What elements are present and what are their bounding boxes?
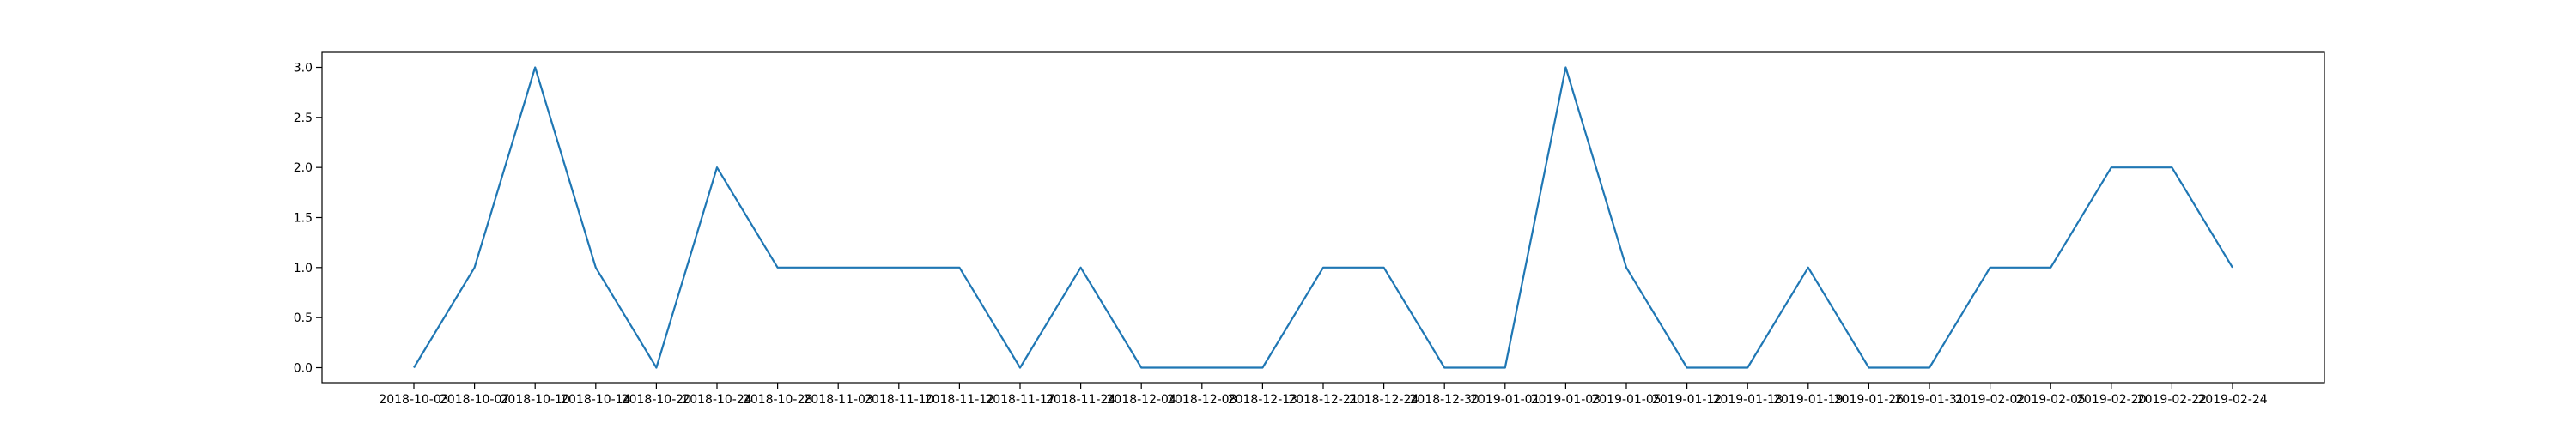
x-tick-label: 2019-02-05 xyxy=(2016,393,2086,407)
y-tick-label: 1.0 xyxy=(294,262,313,275)
y-tick-label: 2.0 xyxy=(294,161,313,175)
y-tick-label: 0.5 xyxy=(294,311,313,325)
x-tick-label: 2019-01-05 xyxy=(1591,393,1661,407)
x-tick-label: 2018-12-24 xyxy=(1349,393,1419,407)
x-tick-label: 2018-10-10 xyxy=(501,393,570,407)
x-tick-label: 2018-12-21 xyxy=(1288,393,1358,407)
x-tick-label: 2018-10-07 xyxy=(440,393,509,407)
x-tick-label: 2019-01-19 xyxy=(1773,393,1843,407)
x-tick-label: 2018-11-03 xyxy=(804,393,873,407)
x-tick-label: 2018-12-04 xyxy=(1107,393,1176,407)
x-tick-label: 2018-12-08 xyxy=(1167,393,1236,407)
x-tick-label: 2019-01-12 xyxy=(1652,393,1722,407)
x-tick-label: 2018-11-24 xyxy=(1046,393,1115,407)
x-tick-label: 2019-02-20 xyxy=(2076,393,2146,407)
x-tick-label: 2019-01-26 xyxy=(1834,393,1904,407)
x-tick-label: 2019-02-02 xyxy=(1955,393,2025,407)
x-tick-label: 2019-01-01 xyxy=(1470,393,1540,407)
y-tick-label: 2.5 xyxy=(294,112,313,125)
y-tick-label: 3.0 xyxy=(294,62,313,76)
x-tick-label: 2018-12-13 xyxy=(1228,393,1297,407)
x-tick-label: 2018-11-12 xyxy=(925,393,994,407)
y-axis: 0.0 0.5 1.0 1.5 2.0 2.5 3.0 xyxy=(294,62,322,376)
x-tick-label: 2019-02-22 xyxy=(2137,393,2207,407)
x-tick-label: 2018-11-10 xyxy=(864,393,933,407)
x-tick-label: 2019-01-31 xyxy=(1894,393,1964,407)
x-tick-label: 2018-10-24 xyxy=(682,393,751,407)
x-tick-label: 2019-01-03 xyxy=(1531,393,1601,407)
x-tick-label: 2018-10-28 xyxy=(743,393,812,407)
x-tick-label: 2019-01-18 xyxy=(1713,393,1783,407)
x-tick-label: 2018-11-17 xyxy=(985,393,1054,407)
x-tick-label: 2018-12-30 xyxy=(1410,393,1479,407)
plot-area-frame xyxy=(321,51,2325,384)
series-layer xyxy=(413,66,2233,369)
x-tick-label: 2019-02-24 xyxy=(2197,393,2267,407)
x-axis: 2018-10-032018-10-072018-10-102018-10-14… xyxy=(379,383,2268,407)
x-tick-label: 2018-10-14 xyxy=(561,393,630,407)
y-tick-label: 1.5 xyxy=(294,212,313,226)
y-tick-label: 0.0 xyxy=(294,362,313,376)
x-tick-label: 2018-10-03 xyxy=(379,393,448,407)
x-tick-label: 2018-10-20 xyxy=(622,393,691,407)
